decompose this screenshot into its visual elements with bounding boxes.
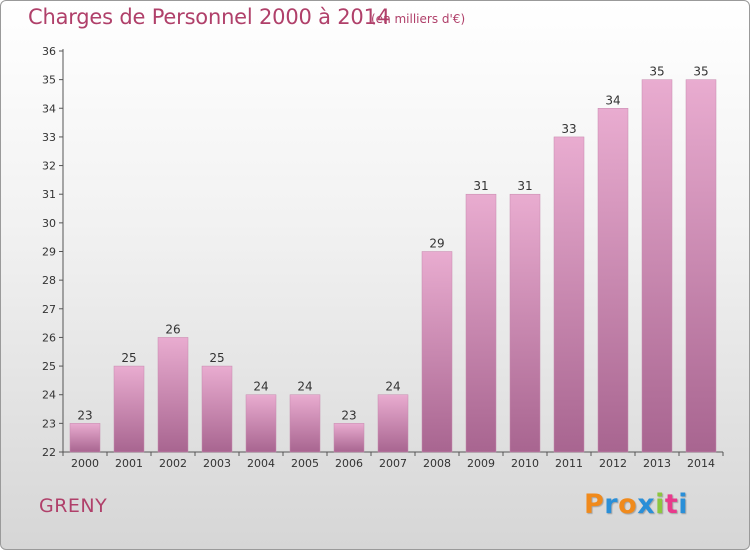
y-tick-label: 28 — [42, 274, 56, 287]
y-tick-label: 31 — [42, 188, 56, 201]
data-label: 35 — [649, 65, 664, 79]
x-tick-label: 2009 — [467, 457, 495, 470]
x-tick-label: 2001 — [115, 457, 143, 470]
x-tick-label: 2006 — [335, 457, 363, 470]
x-tick-label: 2000 — [71, 457, 99, 470]
bar — [201, 365, 233, 453]
x-tick-label: 2014 — [687, 457, 715, 470]
y-tick-label: 29 — [42, 246, 56, 259]
proxiti-logo: Proxiti — [584, 489, 688, 520]
bar — [289, 394, 321, 453]
y-tick-label: 24 — [42, 389, 56, 402]
data-label: 25 — [121, 351, 136, 365]
data-label: 33 — [561, 122, 576, 136]
bar — [685, 79, 717, 453]
commune-name: GRENY — [39, 495, 108, 517]
bar — [245, 394, 277, 453]
data-label: 23 — [77, 408, 92, 422]
bar — [377, 394, 409, 453]
x-tick-label: 2010 — [511, 457, 539, 470]
y-tick-label: 34 — [42, 102, 56, 115]
bar — [641, 79, 673, 453]
data-label: 31 — [517, 179, 532, 193]
x-tick-label: 2002 — [159, 457, 187, 470]
bar — [69, 423, 101, 453]
data-label: 25 — [209, 351, 224, 365]
bar — [421, 251, 453, 453]
data-label: 31 — [473, 179, 488, 193]
data-label: 24 — [253, 380, 268, 394]
y-tick-label: 23 — [42, 417, 56, 430]
data-label: 26 — [165, 322, 180, 336]
logo-letter: i — [678, 489, 689, 520]
x-tick-label: 2013 — [643, 457, 671, 470]
data-label: 35 — [693, 65, 708, 79]
logo-letter: t — [664, 489, 679, 520]
x-tick-label: 2004 — [247, 457, 275, 470]
data-label: 29 — [429, 237, 444, 251]
bar — [465, 193, 497, 453]
logo-letter: o — [618, 489, 638, 520]
y-tick-label: 26 — [42, 331, 56, 344]
bar — [113, 365, 145, 453]
logo-letter: r — [604, 489, 619, 520]
data-label: 24 — [385, 380, 400, 394]
chart-subtitle: (en milliers d'€) — [371, 12, 466, 26]
data-label: 23 — [341, 408, 356, 422]
data-label: 24 — [297, 380, 312, 394]
y-tick-label: 27 — [42, 303, 56, 316]
logo-letter: x — [637, 489, 656, 520]
logo-letter: P — [584, 489, 605, 520]
x-tick-label: 2012 — [599, 457, 627, 470]
y-tick-label: 30 — [42, 217, 56, 230]
y-tick-label: 22 — [42, 446, 56, 459]
y-tick-label: 36 — [42, 45, 56, 58]
chart-title: Charges de Personnel 2000 à 2014 — [28, 5, 390, 29]
bar — [597, 108, 629, 453]
bar — [333, 423, 365, 453]
data-label: 34 — [605, 93, 620, 107]
bar — [509, 193, 541, 453]
y-tick-label: 35 — [42, 74, 56, 87]
bar — [553, 136, 585, 453]
x-tick-label: 2007 — [379, 457, 407, 470]
logo-letter: i — [655, 489, 665, 520]
x-tick-label: 2005 — [291, 457, 319, 470]
y-tick-label: 25 — [42, 360, 56, 373]
x-tick-label: 2008 — [423, 457, 451, 470]
x-tick-label: 2011 — [555, 457, 583, 470]
x-tick-label: 2003 — [203, 457, 231, 470]
bar — [157, 337, 189, 453]
y-tick-label: 33 — [42, 131, 56, 144]
y-tick-label: 32 — [42, 160, 56, 173]
